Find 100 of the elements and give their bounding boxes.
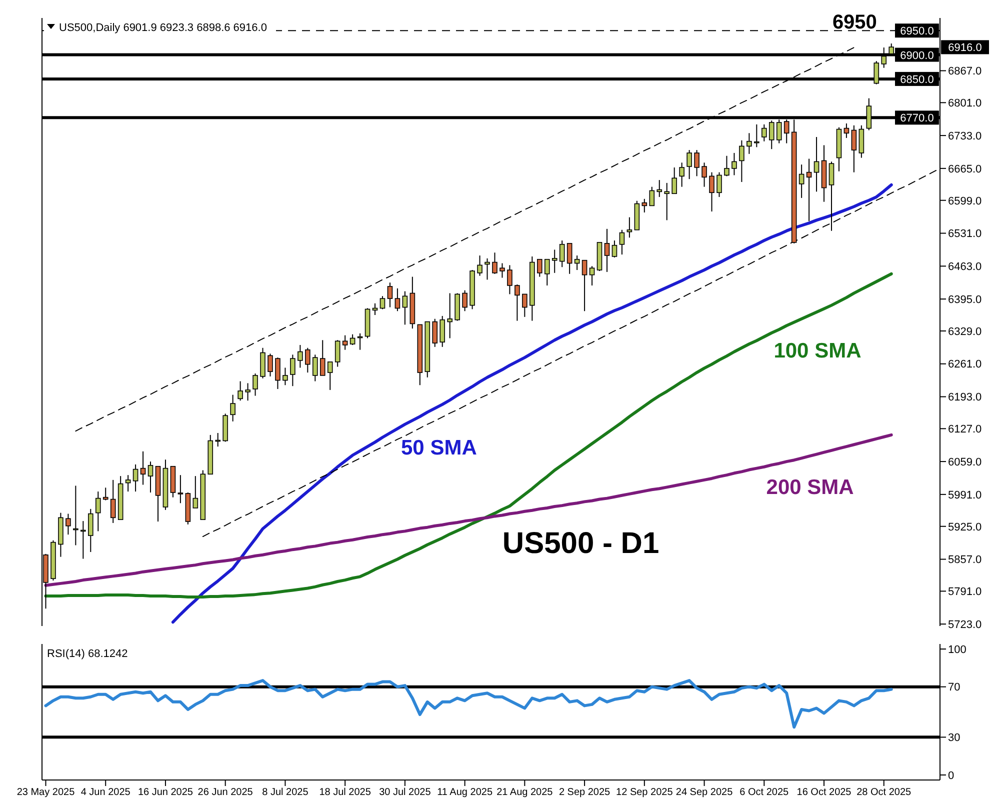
y-tick-label: 30 xyxy=(948,732,960,744)
candlestick xyxy=(589,266,595,286)
candlestick xyxy=(88,508,94,552)
candlestick xyxy=(260,347,266,379)
candlestick xyxy=(844,122,850,138)
candlestick xyxy=(290,354,296,387)
y-tick-label: 6261.0 xyxy=(948,358,982,371)
series-label: 200 SMA xyxy=(766,476,854,500)
candlestick xyxy=(604,228,610,272)
candlestick xyxy=(612,240,618,258)
candlestick xyxy=(709,172,714,212)
candlestick xyxy=(724,155,730,177)
candlestick xyxy=(559,240,565,268)
chart-title: US500,Daily 6901.9 6923.3 6898.6 6916.0 xyxy=(59,22,267,34)
candlestick xyxy=(574,254,580,271)
x-tick-label: 12 Sep 2025 xyxy=(616,787,674,798)
candlestick xyxy=(432,318,438,348)
y-tick-label: 0 xyxy=(948,770,954,782)
y-tick-label: 6463.0 xyxy=(948,261,982,274)
candlestick xyxy=(626,216,632,238)
candlestick xyxy=(140,450,146,486)
candlestick xyxy=(215,432,221,448)
candlestick xyxy=(814,136,820,192)
candlestick xyxy=(447,292,452,339)
y-tick-label: 70 xyxy=(948,682,960,694)
candlestick xyxy=(664,182,670,221)
candlestick xyxy=(320,340,326,376)
annotation: 6950 xyxy=(832,12,877,34)
candlestick xyxy=(178,474,184,504)
candlestick xyxy=(642,198,648,213)
y-tick-label: 6867.0 xyxy=(948,66,982,78)
candlestick xyxy=(522,294,528,318)
candlestick xyxy=(462,290,468,312)
candlestick xyxy=(582,260,588,312)
x-tick-label: 16 Jun 2025 xyxy=(138,787,194,798)
text: 6916.0 xyxy=(948,42,982,54)
candlestick xyxy=(192,476,198,508)
line-series xyxy=(44,433,893,587)
candlestick xyxy=(732,152,737,176)
y-tick-label: 6599.0 xyxy=(948,195,982,208)
candlestick xyxy=(686,150,692,180)
candlestick xyxy=(477,254,482,276)
candlestick xyxy=(851,124,857,173)
candlestick xyxy=(305,347,310,374)
y-tick-label: 6665.0 xyxy=(948,163,982,176)
candlestick xyxy=(334,340,340,368)
candlestick xyxy=(252,373,258,396)
ref-line-label: 6900.0 xyxy=(900,50,934,62)
candlestick xyxy=(275,357,280,390)
series-label: 50 SMA xyxy=(401,436,477,460)
y-tick-label: 6801.0 xyxy=(948,98,982,110)
candlestick xyxy=(132,464,138,492)
candlestick xyxy=(268,353,273,377)
chart-title: RSI(14) 68.1242 xyxy=(47,648,128,660)
x-tick-label: 24 Sep 2025 xyxy=(676,787,734,798)
x-tick-label: 11 Aug 2025 xyxy=(437,787,493,798)
candlestick xyxy=(440,315,446,348)
candlestick xyxy=(402,290,408,326)
candlestick xyxy=(552,249,558,274)
candlestick xyxy=(679,162,684,188)
candlestick xyxy=(148,461,154,493)
candlestick xyxy=(282,367,288,386)
candlestick xyxy=(754,124,760,148)
candlestick xyxy=(492,252,498,274)
x-tick-label: 30 Jul 2025 xyxy=(379,787,432,798)
x-tick-label: 6 Oct 2025 xyxy=(740,787,790,798)
candlestick xyxy=(125,474,131,492)
ref-line-label: 6850.0 xyxy=(900,74,934,86)
y-tick-label: 5857.0 xyxy=(948,554,982,566)
candlestick xyxy=(507,264,512,295)
candlestick xyxy=(798,164,804,198)
candlestick xyxy=(566,242,572,274)
candlestick xyxy=(73,485,78,546)
candlestick xyxy=(230,394,236,422)
series-label: 100 SMA xyxy=(774,339,862,362)
x-tick-label: 16 Oct 2025 xyxy=(796,787,852,798)
candlestick xyxy=(544,258,550,286)
candlestick xyxy=(387,282,393,308)
line-series xyxy=(171,183,893,624)
y-tick-label: 6733.0 xyxy=(948,130,982,142)
x-tick-label: 28 Oct 2025 xyxy=(856,787,912,798)
candlestick xyxy=(102,487,108,501)
candlestick xyxy=(372,302,378,316)
candlestick xyxy=(66,513,71,536)
y-tick-label: 6531.0 xyxy=(948,228,982,240)
y-tick-label: 6395.0 xyxy=(948,294,982,306)
line-series xyxy=(44,272,893,598)
candlestick xyxy=(80,520,86,560)
y-tick-label: 5991.0 xyxy=(948,489,982,502)
y-tick-label: 5723.0 xyxy=(948,618,982,631)
candlestick xyxy=(694,150,700,177)
annotation: US500 - D1 xyxy=(502,527,660,560)
ref-line-label: 6950.0 xyxy=(900,26,934,38)
x-tick-label: 2 Sep 2025 xyxy=(558,787,611,798)
candlestick xyxy=(298,344,303,368)
candlestick xyxy=(327,361,333,390)
x-tick-label: 23 May 2025 xyxy=(16,787,76,798)
candlestick xyxy=(858,124,864,158)
candlestick xyxy=(245,382,250,402)
x-tick-label: 4 Jun 2025 xyxy=(80,787,131,798)
